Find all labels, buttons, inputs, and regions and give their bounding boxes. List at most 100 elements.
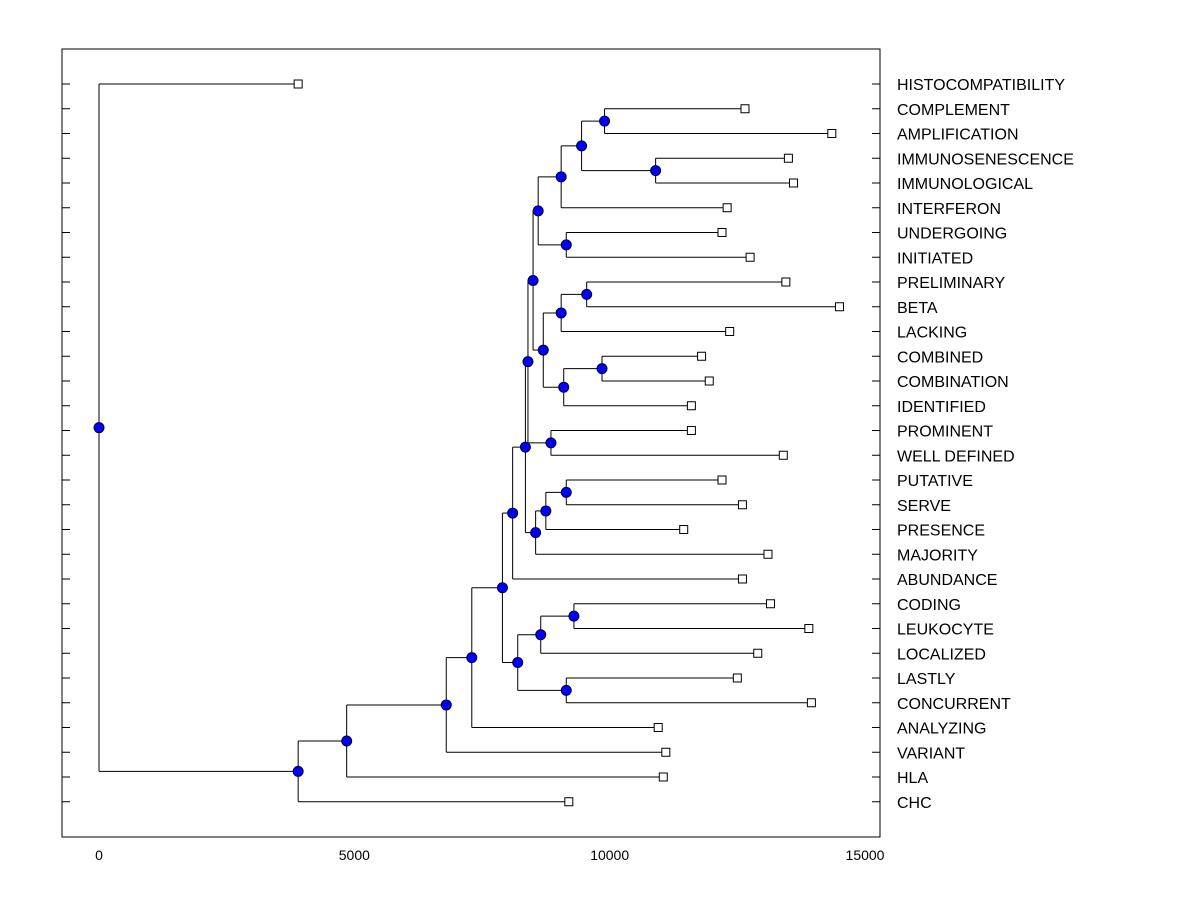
- leaf-marker: [737, 500, 747, 510]
- merge-node-marker: [535, 629, 547, 641]
- leaf-marker: [732, 673, 742, 683]
- merge-node-marker: [555, 171, 567, 183]
- leaf-marker: [737, 574, 747, 584]
- leaf-marker: [827, 129, 837, 138]
- x-tick-label: 10000: [590, 847, 629, 863]
- leaf-label: MAJORITY: [897, 547, 978, 564]
- merge-node-marker: [507, 507, 519, 519]
- merge-node-marker: [545, 437, 557, 449]
- leaf-marker: [293, 79, 303, 89]
- x-axis: 0 5000 10000 15000: [95, 847, 885, 863]
- leaf-marker: [763, 549, 773, 559]
- merge-node-marker: [560, 486, 572, 498]
- leaf-marker: [722, 203, 732, 213]
- leaf-marker: [717, 228, 727, 237]
- leaf-marker: [753, 648, 763, 658]
- leaf-labels: HISTOCOMPATIBILITY COMPLEMENT AMPLIFICATIO…: [897, 77, 1074, 812]
- merge-node-marker: [560, 239, 572, 251]
- leaf-label: LACKING: [897, 325, 967, 342]
- merge-node-marker: [650, 165, 662, 177]
- leaf-label: WELL DEFINED: [897, 448, 1015, 465]
- y-axis-ticks: [62, 83, 880, 803]
- leaf-marker: [806, 698, 816, 708]
- leaf-marker: [740, 104, 750, 114]
- leaf-label: PRELIMINARY: [897, 275, 1006, 292]
- leaf-marker: [679, 525, 689, 534]
- leaf-label: INITIATED: [897, 250, 973, 267]
- merge-node-marker: [576, 140, 588, 152]
- leaf-label: VARIANT: [897, 745, 965, 762]
- leaf-label: UNDERGOING: [897, 226, 1007, 243]
- leaf-marker: [778, 450, 788, 460]
- leaf-marker: [789, 178, 799, 188]
- merge-node-marker: [519, 441, 531, 453]
- merge-node-marker: [341, 735, 353, 747]
- node-markers: [93, 115, 662, 777]
- leaf-label: COMPLEMENT: [897, 102, 1010, 119]
- leaf-marker: [704, 376, 714, 386]
- leaf-marker: [783, 153, 793, 163]
- leaf-markers: [293, 79, 844, 807]
- plot-frame: [61, 48, 881, 838]
- merge-node-marker: [93, 422, 105, 434]
- leaf-label: HISTOCOMPATIBILITY: [897, 77, 1065, 94]
- leaf-label: LOCALIZED: [897, 646, 986, 663]
- leaf-label: SERVE: [897, 498, 951, 515]
- leaf-label: IMMUNOLOGICAL: [897, 176, 1033, 193]
- leaf-marker: [686, 426, 696, 435]
- leaf-label: PRESENCE: [897, 523, 985, 540]
- leaf-label: COMBINATION: [897, 374, 1009, 391]
- leaf-label: PROMINENT: [897, 424, 993, 441]
- leaf-label: IMMUNOSENESCENCE: [897, 151, 1074, 168]
- merge-node-marker: [512, 657, 524, 669]
- merge-node-marker: [558, 381, 570, 393]
- leaf-label: INTERFERON: [897, 201, 1001, 218]
- leaf-marker: [653, 723, 663, 732]
- merge-node-marker: [596, 363, 608, 375]
- leaf-label: ANALYZING: [897, 721, 987, 738]
- leaf-label: IDENTIFIED: [897, 399, 986, 416]
- leaf-label: CHC: [897, 795, 932, 812]
- leaf-label: LASTLY: [897, 671, 956, 688]
- leaf-marker: [766, 599, 776, 609]
- x-tick-label: 5000: [339, 847, 370, 863]
- leaf-label: PUTATIVE: [897, 473, 973, 490]
- leaf-marker: [745, 252, 755, 262]
- leaf-marker: [564, 797, 574, 807]
- merge-node-marker: [530, 527, 542, 539]
- merge-node-marker: [540, 505, 552, 517]
- leaf-marker: [717, 475, 727, 485]
- merge-node-marker: [599, 115, 611, 127]
- merge-node-marker: [440, 699, 452, 711]
- leaf-marker: [804, 624, 814, 633]
- leaf-marker: [658, 772, 668, 782]
- leaf-marker: [781, 277, 791, 287]
- leaf-label: HLA: [897, 770, 928, 787]
- leaf-label: BETA: [897, 300, 938, 317]
- merge-node-marker: [527, 274, 539, 286]
- leaf-label: CODING: [897, 597, 961, 614]
- leaf-marker: [686, 401, 696, 411]
- merge-node-marker: [568, 610, 580, 622]
- dendrogram-edges: [98, 83, 840, 803]
- merge-node-marker: [292, 765, 304, 777]
- leaf-label: CONCURRENT: [897, 696, 1011, 713]
- merge-node-marker: [560, 684, 572, 696]
- merge-node-marker: [496, 582, 508, 594]
- leaf-marker: [834, 302, 844, 312]
- leaf-marker: [661, 747, 671, 757]
- merge-node-marker: [537, 344, 549, 356]
- merge-node-marker: [522, 356, 534, 368]
- leaf-marker: [725, 327, 735, 336]
- x-tick-label: 0: [95, 847, 103, 863]
- merge-node-marker: [466, 652, 478, 664]
- merge-node-marker: [581, 288, 593, 300]
- leaf-label: AMPLIFICATION: [897, 127, 1019, 144]
- leaf-marker: [697, 351, 707, 361]
- leaf-label: ABUNDANCE: [897, 572, 997, 589]
- merge-node-marker: [555, 307, 567, 319]
- x-tick-label: 15000: [846, 847, 885, 863]
- leaf-label: LEUKOCYTE: [897, 622, 994, 639]
- leaf-label: COMBINED: [897, 349, 983, 366]
